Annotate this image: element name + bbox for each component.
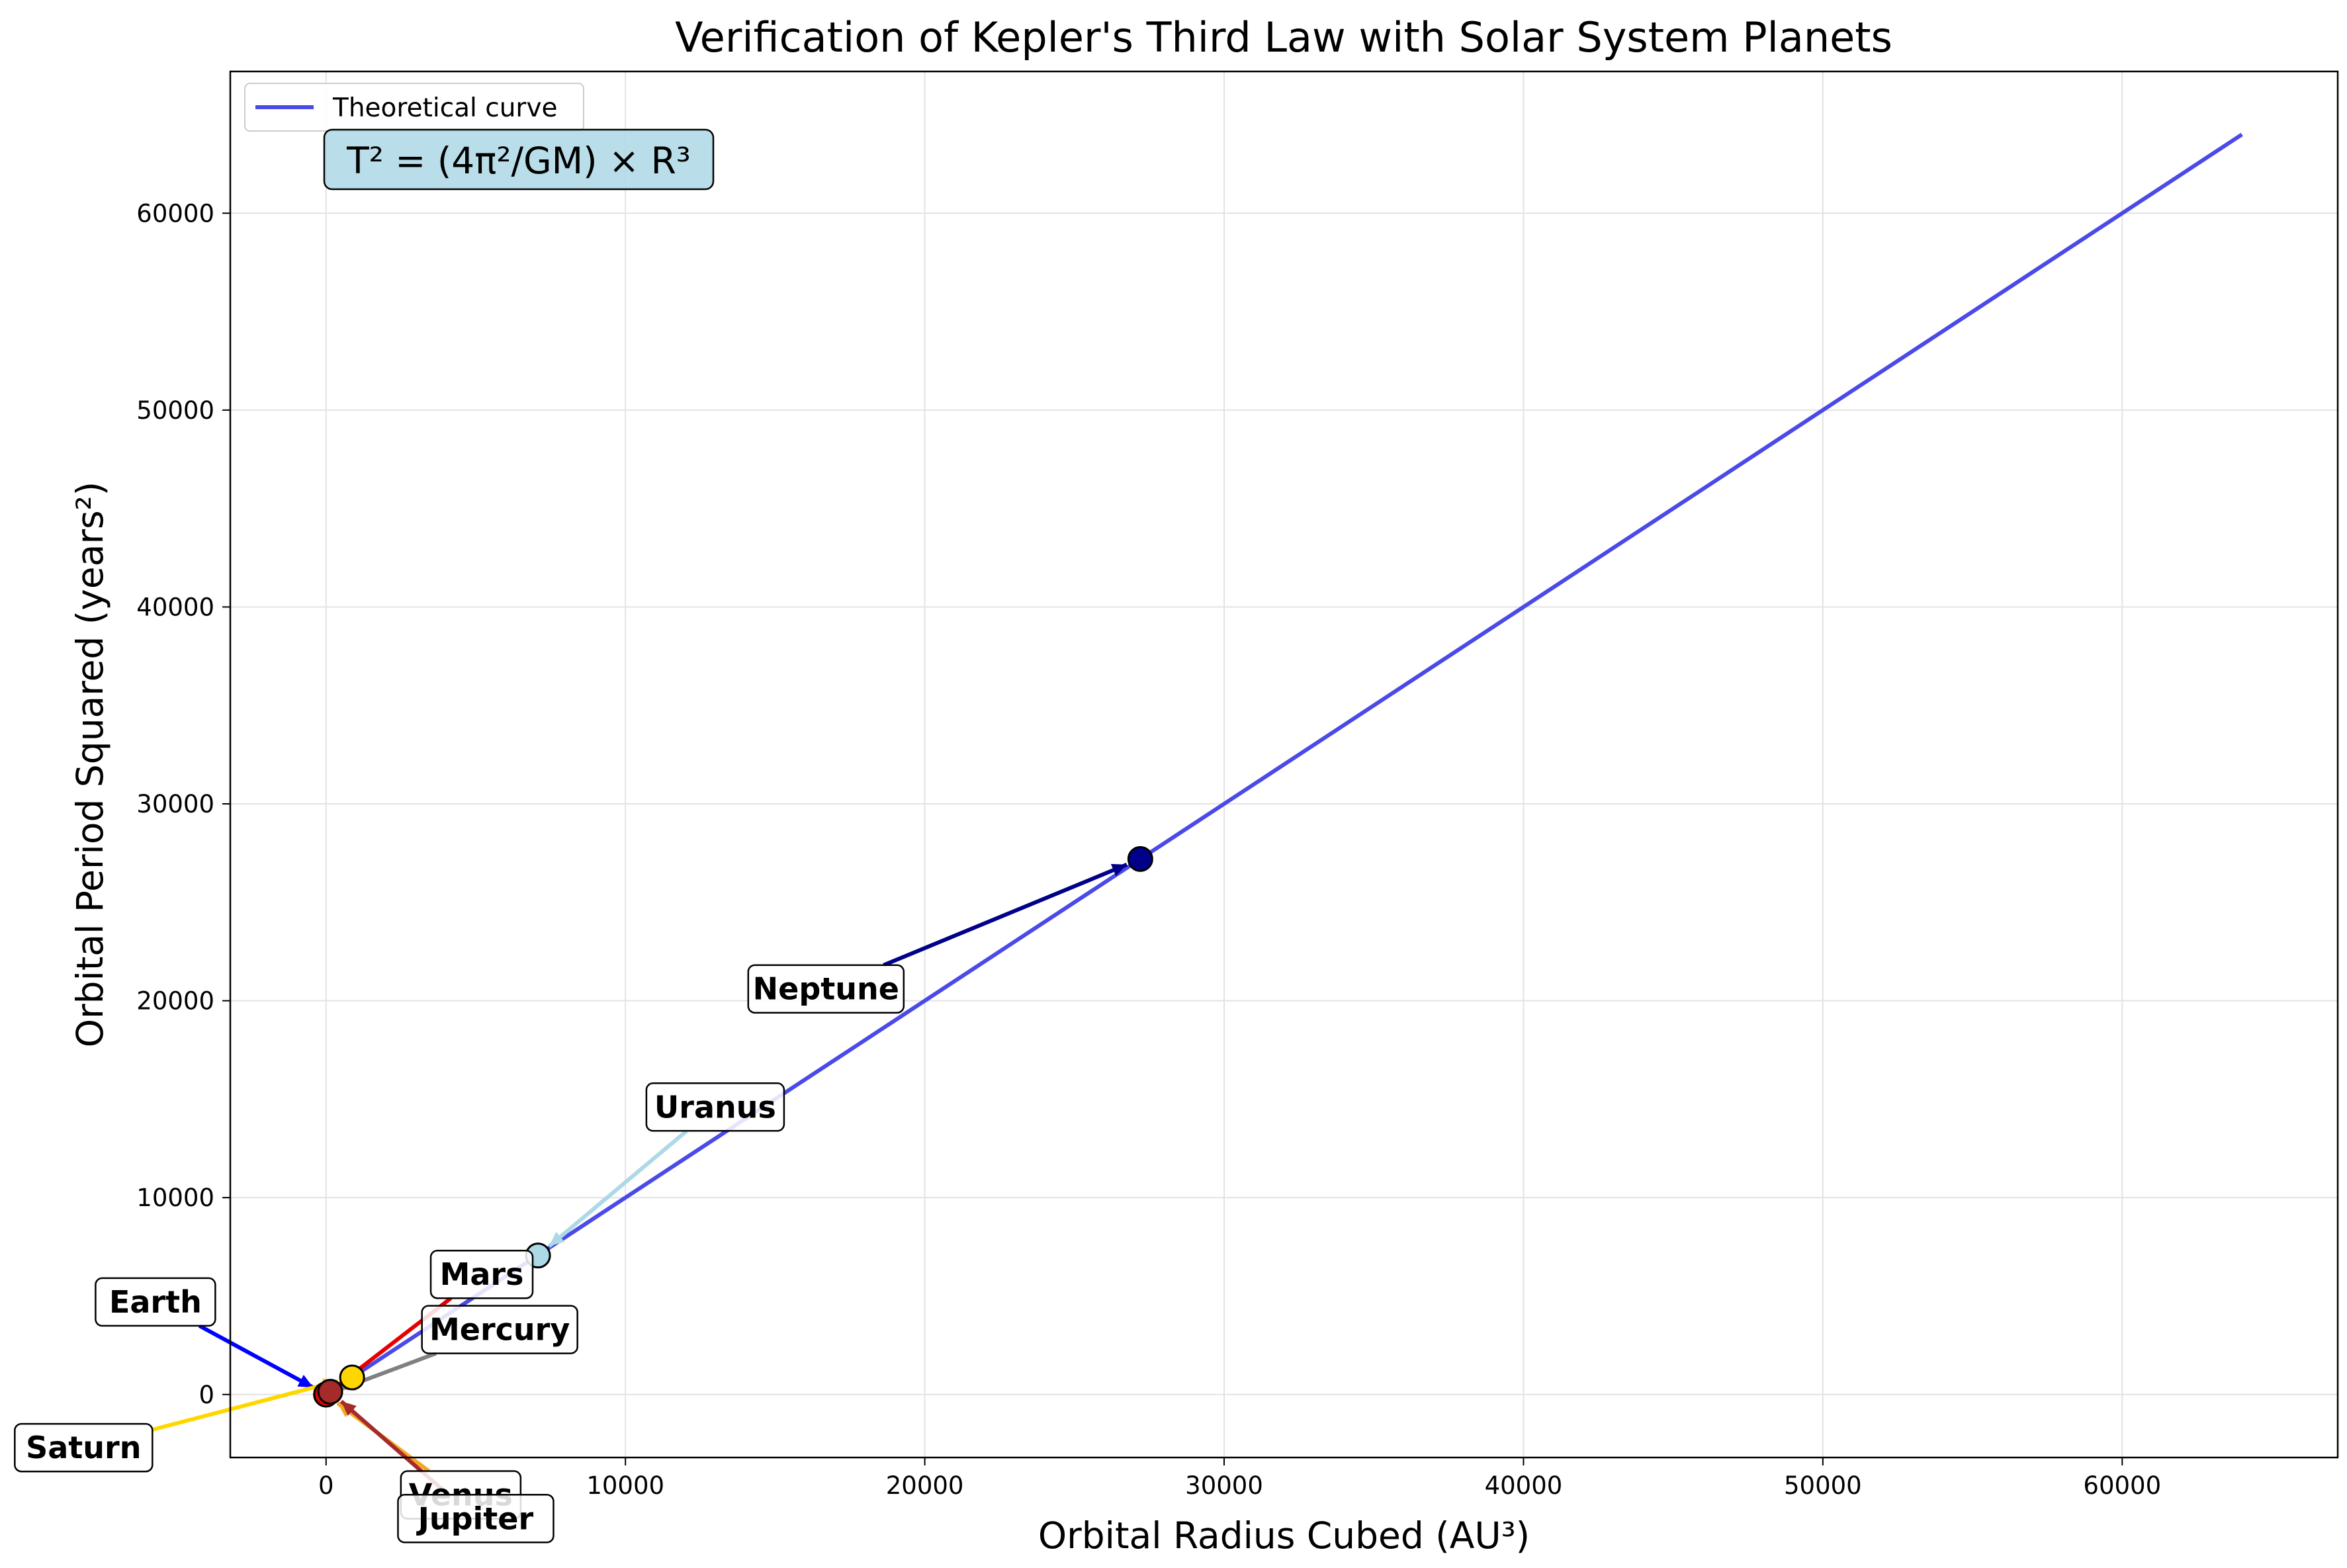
plot-area-frame (229, 70, 2339, 1459)
arrow-saturn (152, 1379, 339, 1432)
arrowhead-neptune (1110, 863, 1128, 877)
formula-frame (323, 128, 715, 191)
x-tick-label: 10000 (586, 1471, 664, 1500)
planet-points (313, 846, 1153, 1408)
theoretical-curve-layer (325, 132, 2243, 1397)
planet-labels: MercuryVenusEarthMarsJupiterSaturnUranus… (14, 964, 905, 1544)
legend: Theoretical curve (244, 83, 584, 132)
x-tick-label: 0 (318, 1471, 334, 1500)
planet-label-text-mars: Mars (440, 1256, 524, 1292)
arrowhead-uranus (549, 1231, 565, 1246)
planet-label-earth: Earth (95, 1277, 216, 1327)
planet-label-text-saturn: Saturn (26, 1430, 141, 1465)
planet-point-jupiter (317, 1379, 343, 1405)
planet-label-text-neptune: Neptune (753, 971, 899, 1007)
formula-annotation: T² = (4π²/GM) × R³ (323, 128, 715, 191)
planet-point-neptune (1127, 846, 1153, 872)
planet-label-saturn: Saturn (14, 1422, 154, 1473)
planet-label-text-jupiter: Jupiter (416, 1501, 534, 1536)
x-tick-label: 50000 (1784, 1471, 1862, 1500)
x-tick-label: 40000 (1485, 1471, 1563, 1500)
axis-ticks: 0 10000 20000 30000 40000 50000 60000 0 10000 200… (136, 199, 2161, 1500)
x-tick-label: 30000 (1185, 1471, 1263, 1500)
planet-label-box-mars (429, 1249, 534, 1299)
planet-label-text-mercury: Mercury (429, 1312, 570, 1348)
y-tick-label: 10000 (136, 1184, 214, 1212)
legend-entry-theoretical-curve: Theoretical curve (332, 93, 558, 123)
grid-lines (230, 71, 2338, 1458)
arrow-neptune (883, 862, 1128, 967)
y-tick-label: 40000 (136, 593, 214, 621)
y-tick-label: 60000 (136, 199, 214, 228)
planet-label-box-mercury (421, 1305, 578, 1354)
x-tick-label: 60000 (2083, 1471, 2161, 1500)
arrow-earth (198, 1324, 314, 1389)
planet-label-text-earth: Earth (109, 1284, 202, 1320)
y-tick-label: 20000 (136, 987, 214, 1016)
planet-point-saturn (339, 1364, 365, 1391)
arrowhead-jupiter (341, 1401, 357, 1416)
y-axis-label: Orbital Period Squared (years²) (69, 482, 111, 1047)
y-tick-label: 30000 (136, 790, 214, 818)
arrow-uranus (548, 1129, 688, 1248)
planet-label-jupiter: Jupiter (397, 1494, 554, 1544)
planet-label-box-earth (95, 1277, 216, 1327)
theoretical-curve-line (325, 132, 2243, 1397)
chart-title: Verification of Kepler's Third Law with … (675, 13, 1892, 62)
planet-label-neptune: Neptune (747, 964, 905, 1014)
planet-label-text-uranus: Uranus (654, 1089, 776, 1125)
formula-text: T² = (4π²/GM) × R³ (346, 140, 691, 182)
y-tick-label: 0 (199, 1381, 214, 1409)
planet-label-box-neptune (747, 964, 905, 1014)
planet-label-uranus: Uranus (645, 1082, 785, 1132)
planet-label-mercury: Mercury (421, 1305, 578, 1354)
planet-label-box-uranus (645, 1082, 785, 1132)
planet-label-box-saturn (14, 1422, 154, 1473)
arrowhead-earth (297, 1374, 314, 1388)
y-tick-label: 50000 (136, 396, 214, 425)
x-tick-label: 20000 (886, 1471, 964, 1500)
planet-label-mars: Mars (429, 1249, 534, 1299)
planet-label-box-jupiter (397, 1494, 554, 1544)
x-axis-label: Orbital Radius Cubed (AU³) (1038, 1514, 1530, 1557)
